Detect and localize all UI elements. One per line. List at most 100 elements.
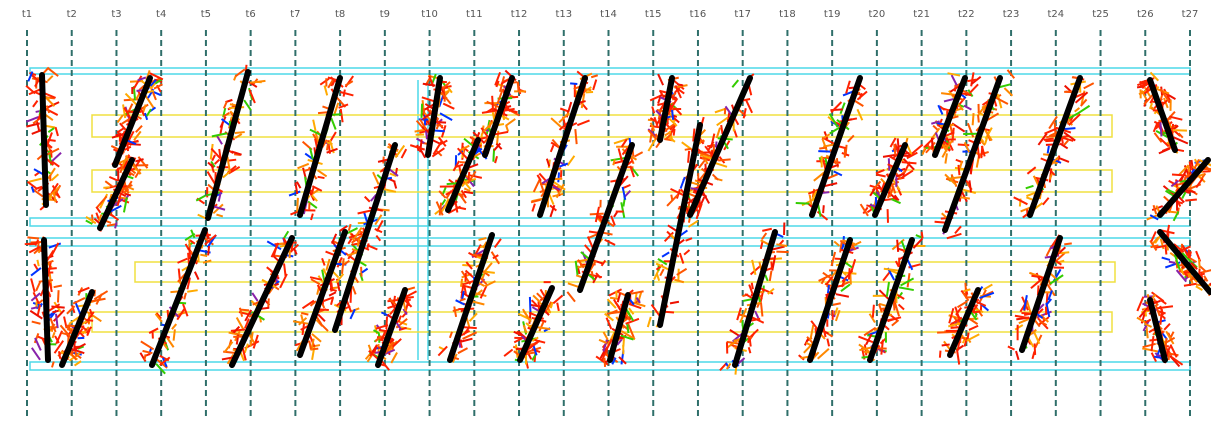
cluster-stroke (46, 261, 52, 277)
cluster-stroke (663, 231, 674, 242)
cluster-stroke (557, 172, 560, 183)
cluster-stroke (326, 141, 333, 146)
cluster-stroke (775, 232, 784, 238)
cluster-stroke (143, 354, 147, 361)
cluster-stroke (900, 277, 915, 287)
cluster-stroke (894, 303, 901, 317)
cluster-stroke (531, 353, 537, 361)
cluster-stroke (95, 293, 103, 305)
cluster-stroke (142, 349, 153, 355)
cluster-stroke (920, 231, 924, 239)
cluster-stroke (310, 213, 314, 221)
cluster-stroke (188, 239, 191, 247)
cluster-stroke (45, 105, 51, 114)
cluster-stroke (985, 112, 1000, 122)
cluster-stroke (344, 80, 354, 87)
cluster-stroke (234, 133, 243, 139)
cluster-stroke (840, 283, 851, 293)
cluster-stroke (240, 308, 250, 312)
cluster-stroke (35, 280, 42, 292)
cluster-stroke (1152, 204, 1158, 215)
cluster-stroke (671, 95, 678, 102)
cluster-stroke (947, 72, 961, 77)
cluster-stroke (674, 278, 685, 284)
path-segment (942, 75, 1003, 233)
cluster-stroke (1149, 240, 1158, 251)
column-label: t1 (22, 9, 32, 20)
cluster-stroke (149, 86, 157, 101)
cluster-stroke (608, 288, 623, 297)
cluster-stroke (226, 156, 231, 173)
cluster-stroke (419, 139, 423, 153)
cluster-stroke (436, 123, 444, 128)
cluster-stroke (847, 134, 855, 143)
cluster-stroke (823, 182, 838, 188)
cluster-stroke (531, 203, 536, 212)
cluster-stroke (124, 192, 132, 197)
cluster-stroke (556, 302, 560, 312)
cluster-stroke (283, 230, 290, 239)
cluster-stroke (1145, 326, 1149, 339)
cluster-stroke (657, 94, 662, 104)
cluster-stroke (394, 144, 406, 159)
cluster-stroke (85, 219, 93, 225)
cluster-stroke (818, 273, 832, 282)
cluster-stroke (52, 309, 66, 322)
cluster-stroke (85, 319, 94, 322)
cluster-stroke (149, 72, 164, 81)
cluster-stroke (222, 112, 230, 118)
cluster-stroke (776, 250, 789, 254)
cluster-stroke (409, 144, 426, 151)
cluster-stroke (892, 300, 896, 311)
cluster-stroke (478, 237, 487, 241)
path-segment (149, 227, 208, 368)
cluster-stroke (957, 143, 970, 147)
cluster-stroke (49, 282, 53, 293)
cluster-stroke (31, 320, 41, 325)
cluster-stroke (1080, 98, 1088, 107)
cluster-stroke (921, 147, 926, 155)
cluster-stroke (1165, 345, 1172, 355)
column-label: t22 (958, 9, 975, 20)
path-segment (39, 72, 49, 208)
cluster-stroke (448, 331, 453, 339)
cluster-stroke (323, 85, 329, 96)
cluster-stroke (948, 307, 955, 324)
cluster-stroke (463, 190, 474, 195)
cluster-stroke (364, 353, 371, 360)
cluster-stroke (422, 107, 426, 115)
cluster-stroke (516, 81, 520, 92)
cluster-stroke (1064, 242, 1072, 246)
cluster-stroke (1083, 82, 1095, 90)
cluster-stroke (617, 148, 624, 163)
cluster-stroke (871, 304, 875, 318)
cluster-stroke (30, 347, 41, 361)
cluster-stroke (1014, 314, 1030, 320)
cluster-stroke (984, 129, 993, 142)
cluster-stroke (530, 198, 541, 204)
cluster-stroke (630, 290, 644, 295)
cluster-stroke (941, 343, 950, 347)
cluster-stroke (415, 137, 425, 144)
cluster-stroke (339, 225, 348, 232)
cluster-stroke (961, 291, 970, 302)
cluster-stroke (464, 269, 474, 279)
cluster-stroke (1046, 283, 1056, 297)
cluster-stroke (598, 338, 607, 344)
cluster-stroke (655, 262, 671, 271)
cluster-stroke (886, 316, 902, 322)
cluster-stroke (1048, 173, 1054, 181)
cluster-stroke (1152, 236, 1160, 245)
cluster-stroke (932, 124, 939, 131)
cluster-stroke (392, 338, 402, 348)
cluster-stroke (956, 307, 963, 314)
cluster-stroke (718, 158, 731, 162)
cluster-stroke (116, 130, 123, 143)
path-segment (425, 75, 443, 158)
cluster-stroke (43, 95, 56, 107)
cluster-stroke (347, 223, 352, 232)
cluster-stroke (54, 335, 60, 344)
cluster-stroke (959, 196, 970, 200)
cluster-stroke (400, 148, 408, 159)
yellow-lane (91, 169, 1113, 193)
